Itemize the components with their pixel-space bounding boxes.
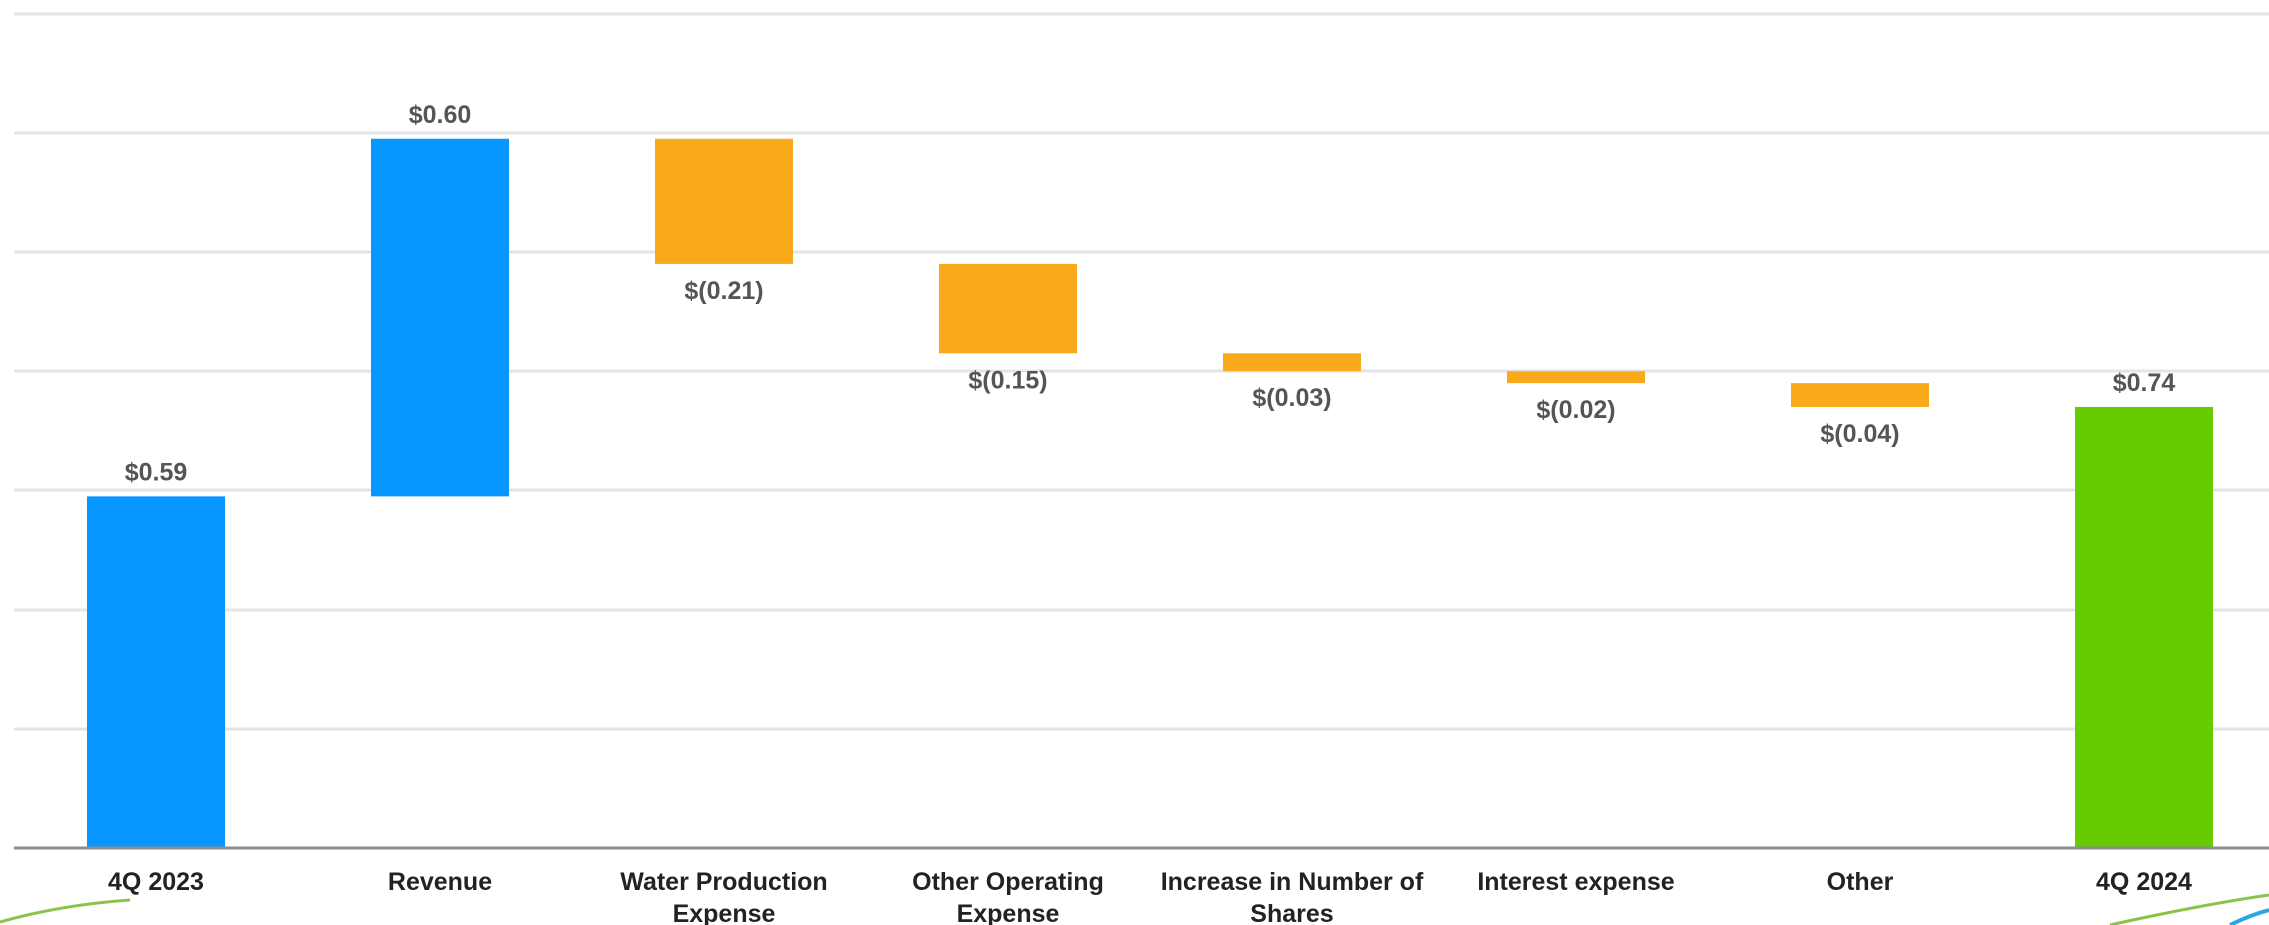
data-label-1: $0.59 (125, 458, 188, 486)
data-label-5: $(0.03) (1252, 384, 1331, 412)
bar-7 (1791, 383, 1929, 407)
decor-curve-left (0, 898, 131, 924)
bar-1 (87, 496, 225, 848)
gridlines (14, 12, 2269, 731)
data-label-3: $(0.21) (684, 277, 763, 305)
category-label-8: 4Q 2024 (2096, 868, 2192, 896)
decor-curve-right-green (2109, 893, 2269, 925)
decor-curve-right-blue (2229, 908, 2269, 925)
bar-5 (1223, 353, 1361, 372)
category-label-1: 4Q 2023 (108, 868, 204, 896)
data-label-2: $0.60 (409, 101, 472, 129)
category-label-7: Other (1827, 868, 1894, 896)
bar-3 (655, 138, 793, 264)
bar-4 (939, 263, 1077, 354)
category-label-4: Other Operating Expense (912, 868, 1104, 925)
bar-6 (1507, 371, 1645, 384)
decor-layer (0, 893, 2269, 925)
bar-2 (371, 138, 509, 497)
data-label-8: $0.74 (2113, 369, 2176, 397)
data-label-6: $(0.02) (1536, 396, 1615, 424)
category-labels: 4Q 2023 Revenue Water Production Expense Oth… (108, 868, 2192, 925)
category-label-2: Revenue (388, 868, 492, 896)
bar-8 (2075, 406, 2213, 848)
category-label-6: Interest expense (1477, 868, 1674, 896)
category-label-5: Increase in Number of Shares (1161, 868, 1424, 925)
data-label-7: $(0.04) (1820, 420, 1899, 448)
data-labels: $0.59 $0.60 $(0.21) $(0.15) $(0.03) $(0.02) $(… (125, 101, 2176, 487)
data-label-4: $(0.15) (968, 366, 1047, 394)
bars (87, 138, 2213, 848)
category-label-3: Water Production Expense (620, 868, 827, 925)
